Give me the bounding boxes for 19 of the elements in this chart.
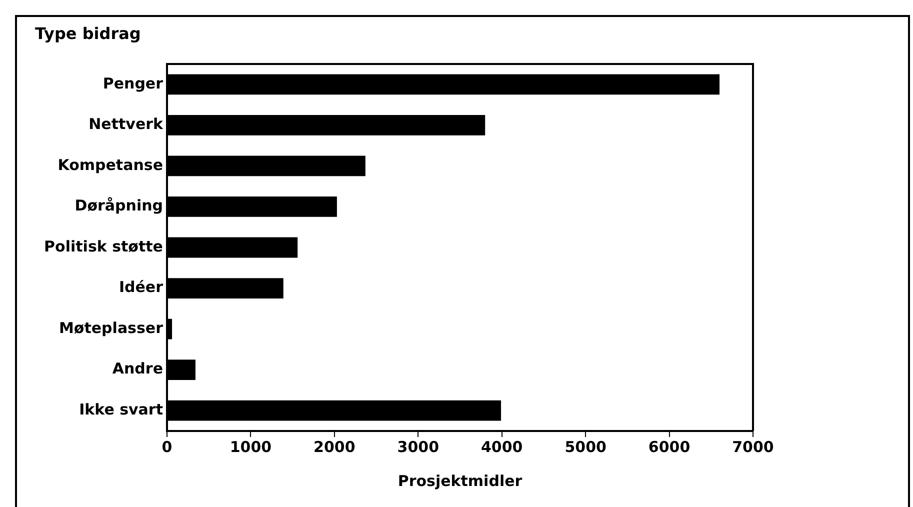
x-axis-title: Prosjektmidler (398, 472, 523, 490)
y-tick-label: Andre (112, 360, 163, 378)
x-tick-label: 3000 (397, 438, 440, 456)
y-tick-label: Kompetanse (58, 156, 163, 174)
y-tick-label: Politisk støtte (44, 237, 163, 256)
x-tick-label: 7000 (732, 438, 774, 456)
y-tick-label: Nettverk (88, 115, 164, 134)
y-tick-label: Penger (102, 74, 164, 92)
y-tick-label: Døråpning (74, 196, 163, 215)
y-tick-label: Ikke svart (79, 400, 163, 418)
x-tick-label: 6000 (648, 438, 690, 456)
x-tick-label: 2000 (314, 438, 356, 456)
x-tick-label: 4000 (480, 438, 523, 456)
y-axis-title: Type bidrag (35, 24, 141, 43)
y-tick-label: Møteplasser (58, 318, 164, 337)
x-tick-label: 5000 (564, 438, 606, 456)
y-tick-label: Idéer (118, 278, 164, 296)
x-tick-label: 0 (162, 438, 172, 456)
x-tick-label: 1000 (230, 438, 272, 456)
